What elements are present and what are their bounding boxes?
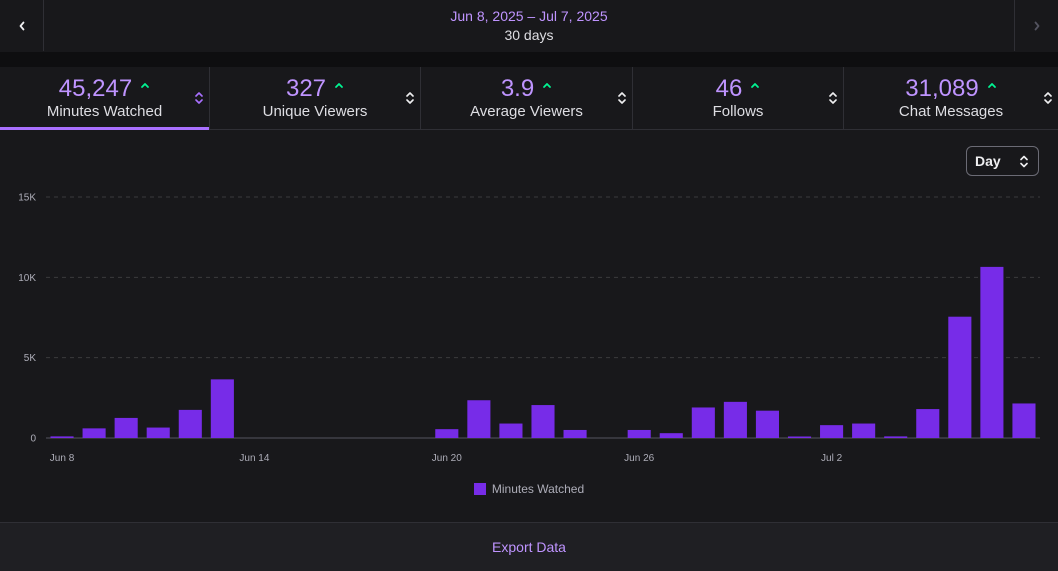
bar-jun-9[interactable] xyxy=(82,428,106,438)
x-tick-label: Jun 14 xyxy=(239,453,269,464)
bar-jun-27[interactable] xyxy=(659,433,683,438)
bar-jul-7[interactable] xyxy=(980,266,1004,438)
metric-tab-average-viewers[interactable]: 3.9 Average Viewers xyxy=(421,67,633,129)
metric-value-row: 3.9 xyxy=(500,74,552,102)
bar-jun-29[interactable] xyxy=(723,401,747,438)
previous-period-button[interactable] xyxy=(0,0,44,51)
metric-tab-unique-viewers[interactable]: 327 Unique Viewers xyxy=(210,67,421,129)
trend-up-icon xyxy=(751,82,760,88)
chart-panel: 0 5K 10K 15K Jun 8 Jun 14 Jun 20 Jun 26 Jul 2 Da… xyxy=(0,130,1058,522)
bar-jun-12[interactable] xyxy=(178,409,202,438)
bar-jun-30[interactable] xyxy=(755,410,779,438)
bar-jun-10[interactable] xyxy=(114,417,138,438)
metric-label: Unique Viewers xyxy=(262,102,368,120)
bar-jun-26[interactable] xyxy=(627,429,651,438)
date-range-display[interactable]: Jun 8, 2025 – Jul 7, 2025 30 days xyxy=(43,0,1015,51)
bar-jun-24[interactable] xyxy=(563,429,587,438)
bar-jun-23[interactable] xyxy=(531,405,555,438)
sort-arrows-icon xyxy=(1044,92,1052,104)
metric-value-row: 327 xyxy=(285,74,344,102)
metric-value: 3.9 xyxy=(500,74,535,102)
legend-swatch xyxy=(473,483,486,495)
bar-jul-1[interactable] xyxy=(787,436,812,439)
bar-jun-22[interactable] xyxy=(499,423,523,438)
metric-label: Average Viewers xyxy=(470,102,583,120)
trend-up-icon xyxy=(543,82,552,88)
metric-value: 31,089 xyxy=(905,74,979,102)
legend-label: Minutes Watched xyxy=(491,482,585,496)
x-tick-label: Jul 2 xyxy=(821,453,843,464)
date-range-label: Jun 8, 2025 – Jul 7, 2025 xyxy=(450,8,608,24)
metric-value-row: 31,089 xyxy=(905,74,996,102)
granularity-select[interactable]: Day xyxy=(966,146,1039,176)
chevron-left-icon xyxy=(19,21,24,30)
metric-value-row: 45,247 xyxy=(58,74,150,102)
metric-label: Follows xyxy=(712,102,764,120)
metric-value-row: 46 xyxy=(715,74,761,102)
metric-value: 327 xyxy=(285,74,327,102)
export-data-button[interactable]: Export Data xyxy=(492,539,566,555)
date-range-duration: 30 days xyxy=(504,27,554,43)
bar-jun-21[interactable] xyxy=(467,400,491,438)
chart-legend[interactable]: Minutes Watched xyxy=(0,482,1058,496)
metric-tab-follows[interactable]: 46 Follows xyxy=(633,67,844,129)
bar-jul-2[interactable] xyxy=(820,425,844,438)
bar-jul-5[interactable] xyxy=(916,409,940,438)
metric-label: Minutes Watched xyxy=(46,102,163,120)
next-period-button[interactable] xyxy=(1014,0,1058,51)
metric-tab-minutes-watched[interactable]: 45,247 Minutes Watched xyxy=(0,67,210,130)
chart-footer: Export Data xyxy=(0,522,1058,571)
bar-jun-28[interactable] xyxy=(691,407,715,438)
chevron-right-icon xyxy=(1034,21,1039,30)
y-tick-label: 10K xyxy=(18,273,36,284)
x-tick-label: Jun 8 xyxy=(50,453,75,464)
bar-jul-8[interactable] xyxy=(1012,403,1036,438)
select-arrows-icon xyxy=(1020,155,1028,168)
date-range-bar: Jun 8, 2025 – Jul 7, 2025 30 days xyxy=(0,0,1058,53)
bar-jun-8[interactable] xyxy=(50,436,74,438)
sort-arrows-icon xyxy=(829,92,837,104)
bar-jun-13[interactable] xyxy=(210,379,234,438)
y-tick-label: 0 xyxy=(30,434,36,445)
trend-up-icon xyxy=(335,82,343,88)
trend-up-icon xyxy=(141,82,150,88)
minutes-watched-chart: 0 5K 10K 15K Jun 8 Jun 14 Jun 20 Jun 26 Jul 2 xyxy=(18,193,1040,464)
bar-jul-4[interactable] xyxy=(884,436,908,438)
y-tick-label: 5K xyxy=(24,353,37,364)
bar-jun-20[interactable] xyxy=(435,429,459,438)
metric-value: 45,247 xyxy=(58,74,133,102)
bar-jul-3[interactable] xyxy=(852,423,876,438)
bar-jun-11[interactable] xyxy=(146,427,170,438)
metric-value: 46 xyxy=(715,74,743,102)
sort-arrows-icon xyxy=(618,92,626,104)
metric-tab-chat-messages[interactable]: 31,089 Chat Messages xyxy=(844,67,1058,129)
section-divider xyxy=(0,52,1058,67)
y-tick-label: 15K xyxy=(18,193,36,204)
metric-tabs: 45,247 Minutes Watched 327 Unique Viewers 3.… xyxy=(0,67,1058,130)
x-tick-label: Jun 26 xyxy=(624,453,654,464)
bar-jul-6[interactable] xyxy=(948,316,972,438)
trend-up-icon xyxy=(987,82,996,88)
metric-label: Chat Messages xyxy=(898,102,1004,120)
granularity-select-value: Day xyxy=(975,153,1001,169)
x-tick-label: Jun 20 xyxy=(432,453,462,464)
sort-arrows-icon xyxy=(195,92,203,104)
sort-arrows-icon xyxy=(406,92,414,104)
